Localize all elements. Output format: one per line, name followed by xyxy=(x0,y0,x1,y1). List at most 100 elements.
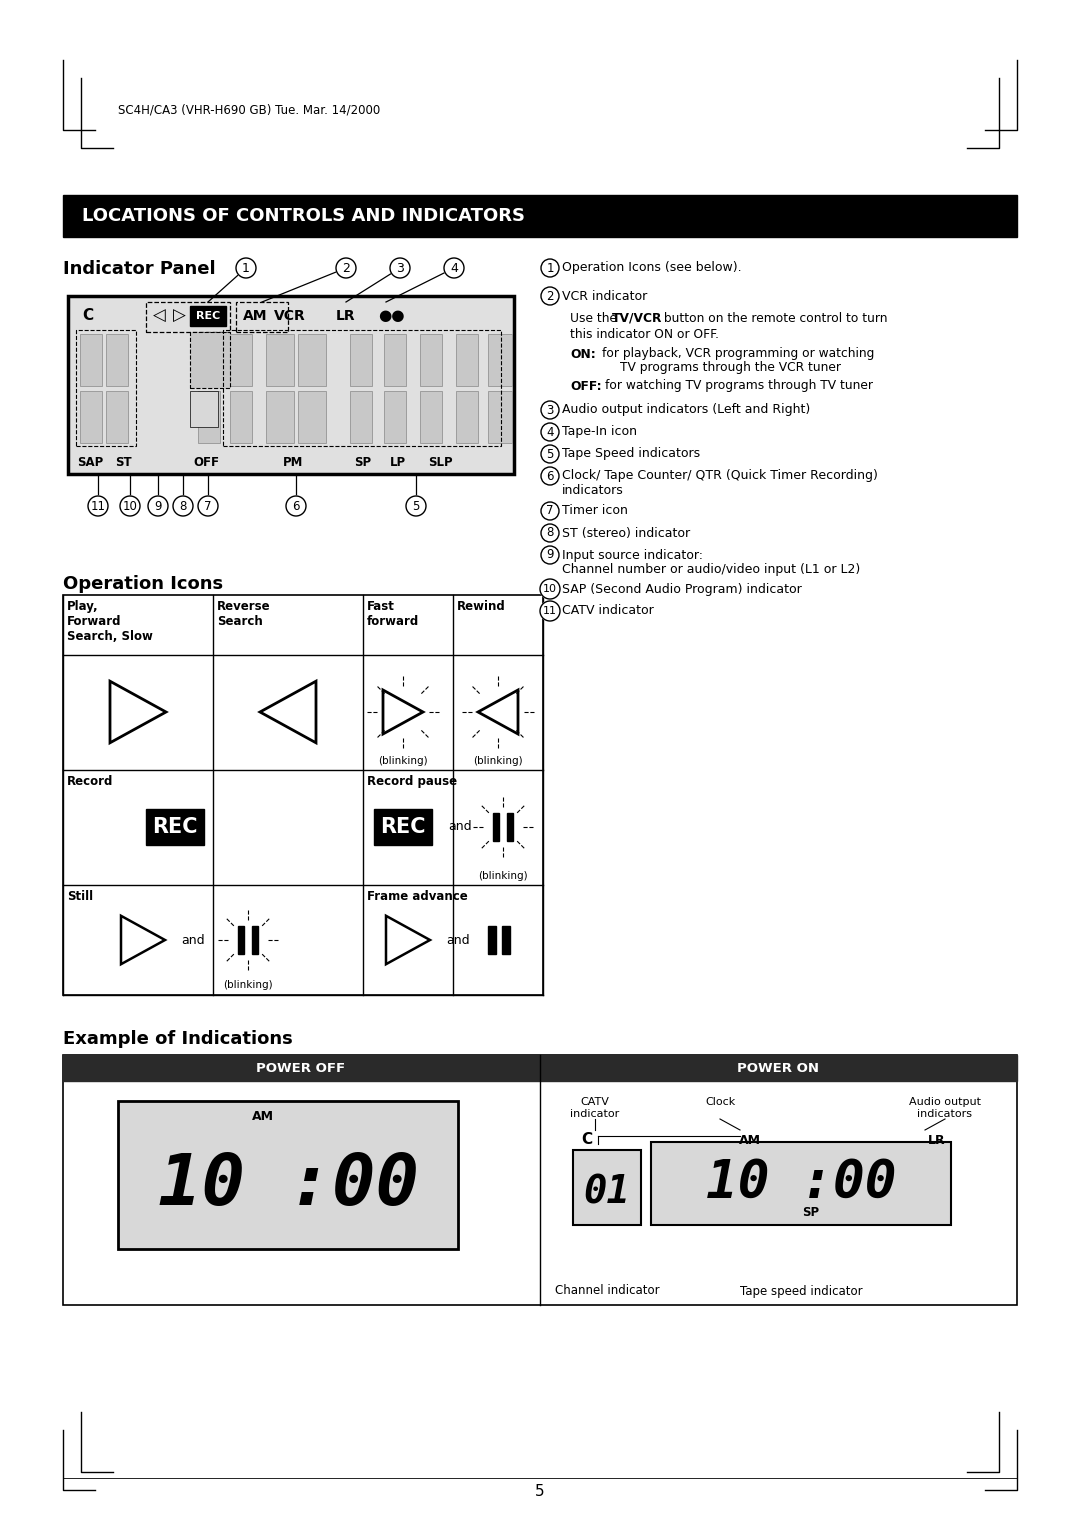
Bar xyxy=(63,594,543,995)
Text: AM: AM xyxy=(243,309,268,322)
Circle shape xyxy=(541,287,559,306)
Circle shape xyxy=(444,258,464,278)
Text: POWER OFF: POWER OFF xyxy=(256,1062,346,1074)
Text: 5: 5 xyxy=(413,500,420,512)
Text: PM: PM xyxy=(283,455,303,469)
Text: 6: 6 xyxy=(546,469,554,483)
Text: Use the: Use the xyxy=(570,312,621,324)
Circle shape xyxy=(541,524,559,542)
Circle shape xyxy=(540,601,561,620)
Circle shape xyxy=(541,545,559,564)
Bar xyxy=(146,303,230,332)
Text: 7: 7 xyxy=(204,500,212,512)
Text: OFF:: OFF: xyxy=(570,379,602,393)
Text: Fast
forward: Fast forward xyxy=(367,601,419,628)
Bar xyxy=(492,813,499,840)
Bar xyxy=(190,391,218,426)
Text: 2: 2 xyxy=(546,289,554,303)
Circle shape xyxy=(541,445,559,463)
Bar xyxy=(230,391,252,443)
Text: for watching TV programs through TV tuner: for watching TV programs through TV tune… xyxy=(605,379,873,393)
Bar xyxy=(266,391,294,443)
Text: Audio output
indicators: Audio output indicators xyxy=(909,1097,981,1118)
Bar xyxy=(252,926,258,953)
Bar xyxy=(540,1054,1017,1080)
Bar xyxy=(198,391,220,443)
Text: SLP: SLP xyxy=(428,455,453,469)
Circle shape xyxy=(87,497,108,516)
Bar xyxy=(63,1054,540,1080)
Circle shape xyxy=(406,497,426,516)
Text: POWER ON: POWER ON xyxy=(737,1062,819,1074)
Bar xyxy=(190,332,230,388)
Bar xyxy=(384,335,406,387)
Text: (blinking): (blinking) xyxy=(478,871,528,882)
Circle shape xyxy=(286,497,306,516)
Circle shape xyxy=(390,258,410,278)
Text: Tape Speed indicators: Tape Speed indicators xyxy=(562,448,700,460)
Bar xyxy=(198,335,220,387)
Text: Channel number or audio/video input (L1 or L2): Channel number or audio/video input (L1 … xyxy=(562,564,861,576)
Text: REC: REC xyxy=(380,817,426,837)
Circle shape xyxy=(336,258,356,278)
Text: OFF: OFF xyxy=(193,455,219,469)
Text: VCR indicator: VCR indicator xyxy=(562,289,647,303)
Bar xyxy=(488,926,496,953)
Text: 8: 8 xyxy=(179,500,187,512)
Text: CATV
indicator: CATV indicator xyxy=(570,1097,620,1118)
Text: Still: Still xyxy=(67,889,93,903)
Text: 9: 9 xyxy=(546,549,554,561)
Text: Tape speed indicator: Tape speed indicator xyxy=(740,1285,862,1297)
Text: Operation Icons: Operation Icons xyxy=(63,575,224,593)
Bar xyxy=(80,335,102,387)
Text: ON:: ON: xyxy=(570,347,596,361)
Bar xyxy=(63,196,1017,237)
Bar xyxy=(350,391,372,443)
Text: Record: Record xyxy=(67,775,113,788)
Bar xyxy=(68,296,514,474)
Text: button on the remote control to turn: button on the remote control to turn xyxy=(660,312,888,324)
Text: Operation Icons (see below).: Operation Icons (see below). xyxy=(562,261,742,275)
Text: ●●: ●● xyxy=(378,309,405,324)
Bar xyxy=(456,391,478,443)
Bar xyxy=(106,391,129,443)
Text: 2: 2 xyxy=(342,261,350,275)
Text: 10 :00: 10 :00 xyxy=(158,1151,419,1219)
Text: 3: 3 xyxy=(396,261,404,275)
Bar xyxy=(222,330,501,446)
Bar xyxy=(507,813,513,840)
Bar xyxy=(384,391,406,443)
Text: C: C xyxy=(82,309,93,324)
Text: 5: 5 xyxy=(536,1485,544,1499)
Text: 11: 11 xyxy=(91,500,106,512)
Circle shape xyxy=(540,579,561,599)
Circle shape xyxy=(198,497,218,516)
Text: AM: AM xyxy=(252,1111,274,1123)
Text: 4: 4 xyxy=(450,261,458,275)
Text: 1: 1 xyxy=(546,261,554,275)
Text: Clock: Clock xyxy=(705,1097,735,1106)
Circle shape xyxy=(541,400,559,419)
Bar xyxy=(76,330,136,446)
Circle shape xyxy=(173,497,193,516)
Text: Play,
Forward
Search, Slow: Play, Forward Search, Slow xyxy=(67,601,153,643)
Text: CATV indicator: CATV indicator xyxy=(562,605,653,617)
Text: Frame advance: Frame advance xyxy=(367,889,468,903)
Circle shape xyxy=(120,497,140,516)
Text: 10 :00: 10 :00 xyxy=(705,1157,896,1209)
Text: AM: AM xyxy=(739,1134,761,1146)
Text: and: and xyxy=(448,821,472,833)
Text: (blinking): (blinking) xyxy=(224,979,273,990)
Circle shape xyxy=(541,260,559,277)
Circle shape xyxy=(148,497,168,516)
Bar xyxy=(63,1054,1017,1305)
Text: and: and xyxy=(446,934,470,946)
Bar xyxy=(266,335,294,387)
Bar xyxy=(488,391,512,443)
Text: SP: SP xyxy=(354,455,372,469)
Bar xyxy=(350,335,372,387)
Circle shape xyxy=(541,468,559,484)
Text: 7: 7 xyxy=(546,504,554,518)
Text: SC4H/CA3 (VHR-H690 GB) Tue. Mar. 14/2000: SC4H/CA3 (VHR-H690 GB) Tue. Mar. 14/2000 xyxy=(118,104,380,116)
Text: (blinking): (blinking) xyxy=(378,756,428,766)
